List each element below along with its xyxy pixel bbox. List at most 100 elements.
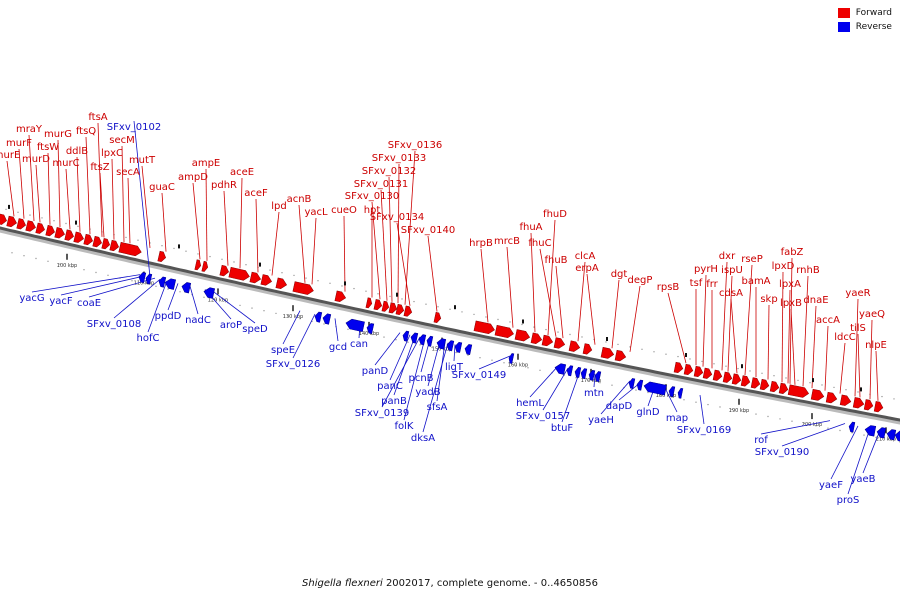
track-dot [329, 282, 331, 284]
track-dot [611, 384, 613, 386]
leader-line [127, 177, 131, 244]
track-dot [725, 365, 727, 367]
gene-arrow-shape [541, 334, 554, 347]
gene-arrow-shape [410, 332, 419, 344]
gene-label: tilS [850, 323, 866, 334]
track-dot [251, 307, 253, 309]
track-dot [503, 362, 505, 364]
gene-label: murF [6, 138, 32, 149]
track-dot [467, 354, 469, 356]
track-dot [539, 369, 541, 371]
gene-arrow-shape [64, 229, 74, 241]
leader-line [99, 172, 105, 238]
gene-label: bamA [741, 276, 770, 287]
gene-arrow-shape [863, 399, 874, 411]
gene-arrow-shape [181, 282, 192, 294]
leader-line [436, 342, 446, 402]
track-dot [317, 280, 319, 282]
forward-gene-arrow [769, 381, 780, 393]
track-dot [419, 344, 421, 346]
forward-gene-arrow [553, 337, 566, 349]
tick-label: 130 kbp [283, 314, 303, 320]
gene-label: accA [816, 315, 840, 326]
leader-line [403, 337, 426, 421]
gene-label: hofC [137, 333, 160, 344]
gene-label: acnB [287, 194, 312, 205]
reverse-gene-arrow [454, 341, 463, 353]
track-dot [245, 264, 247, 266]
track-dot [197, 253, 199, 255]
reverse-gene-arrow [464, 344, 473, 356]
leader-line [404, 150, 416, 305]
track-dot [515, 364, 517, 366]
gene-label: SFxv_0139 [355, 408, 409, 419]
leader-line [380, 189, 388, 301]
reverse-gene-arrow [554, 363, 567, 375]
forward-gene-arrow [600, 347, 615, 359]
caption-rest: 2002017, complete genome. - 0..4650856 [382, 578, 598, 589]
leader-line [787, 289, 791, 384]
gene-arrow-shape [839, 394, 852, 406]
track-dot [761, 372, 763, 374]
forward-gene-arrow [373, 299, 383, 311]
gene-label: ispU [721, 265, 743, 276]
scale-ticks: 100 kbp 110 kbp 120 kbp 130 kbp 140 kbp 150 k… [57, 253, 896, 442]
forward-gene-arrow [228, 267, 250, 281]
track-mark [522, 319, 524, 324]
leader-line [727, 275, 733, 372]
gene-arrow-shape [594, 371, 602, 382]
forward-swatch [837, 8, 850, 18]
forward-gene-arrow [673, 361, 684, 374]
gene-arrow-shape [825, 391, 838, 404]
track-dot [449, 308, 451, 310]
gene-arrow-shape [508, 353, 515, 364]
leader-line [334, 318, 339, 342]
reverse-gene-arrow [410, 332, 419, 344]
track-dot [389, 295, 391, 298]
forward-gene-arrow [712, 369, 723, 381]
track-dot [125, 236, 127, 239]
leader-line [561, 370, 581, 423]
track-dot [851, 432, 853, 434]
leader-line [35, 164, 41, 223]
track-dot [47, 260, 49, 262]
track-dot [683, 399, 685, 401]
gene-label: coaE [77, 298, 101, 309]
gene-arrow-shape [402, 330, 410, 342]
reverse-gene-arrow [876, 427, 887, 439]
map-caption: Shigella flexneri 2002017, complete geno… [0, 578, 900, 589]
legend-forward: Forward [837, 8, 892, 18]
track-dot [401, 298, 403, 300]
reverse-gene-arrow [628, 378, 636, 389]
track-mark [8, 204, 10, 209]
gene-label: ldcC [834, 332, 856, 343]
track-dot [17, 211, 19, 213]
label-leader-lines [6, 120, 881, 495]
gene-label: pcnB [408, 373, 433, 384]
forward-gene-arrow [740, 375, 751, 387]
gene-label: dksA [411, 433, 435, 444]
track-dot [215, 299, 217, 301]
tick-label: 140 kbp [359, 331, 379, 337]
track-dot [533, 326, 535, 328]
leader-line [767, 304, 770, 380]
gene-label: cueO [331, 205, 357, 216]
reverse-gene-arrow [894, 430, 900, 442]
track-dot [461, 311, 463, 313]
gene-label: panD [362, 366, 389, 377]
gene-arrow-shape [345, 318, 365, 333]
forward-gene-arrow [787, 384, 810, 398]
leader-line [343, 215, 346, 292]
forward-gene-arrow [0, 213, 7, 225]
reverse-gene-arrow [668, 386, 676, 398]
forward-gene-arrow [778, 382, 789, 394]
gene-label: dapD [606, 401, 633, 412]
gene-label: yacG [19, 293, 44, 304]
reverse-gene-arrow [145, 273, 153, 285]
leader-line [611, 279, 620, 349]
gene-label: murE [0, 150, 20, 161]
forward-gene-arrow [157, 250, 167, 263]
gene-label: fabZ [781, 247, 804, 258]
track-dot [281, 272, 283, 274]
track-dot [371, 333, 373, 336]
